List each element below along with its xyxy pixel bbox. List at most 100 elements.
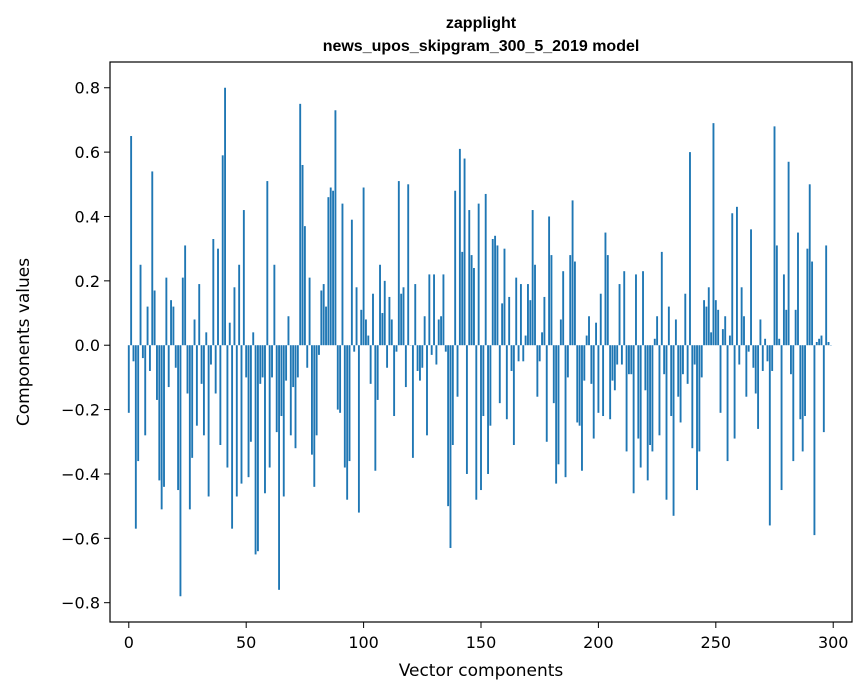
bar-53 xyxy=(252,332,255,346)
bar-282 xyxy=(790,345,792,375)
bar-28 xyxy=(193,319,196,346)
bar-223 xyxy=(651,345,654,452)
bar-283 xyxy=(792,345,795,462)
bar-114 xyxy=(395,345,398,352)
bar-238 xyxy=(686,345,689,384)
bar-258 xyxy=(733,345,736,439)
bar-205 xyxy=(609,345,612,420)
bar-235 xyxy=(679,345,682,423)
bar-251 xyxy=(717,309,720,346)
bar-67 xyxy=(285,345,288,381)
bar-292 xyxy=(813,345,816,536)
bar-197 xyxy=(590,345,593,384)
bar-156 xyxy=(494,235,497,346)
bar-94 xyxy=(348,345,351,462)
bar-186 xyxy=(564,345,567,478)
bar-289 xyxy=(806,248,809,346)
bar-109 xyxy=(383,280,386,346)
bar-15 xyxy=(163,345,165,487)
bar-57 xyxy=(261,345,264,378)
bar-239 xyxy=(689,152,691,346)
bar-182 xyxy=(555,345,558,484)
bar-170 xyxy=(527,284,529,346)
bar-85 xyxy=(327,197,330,346)
bar-183 xyxy=(557,345,560,465)
bar-277 xyxy=(778,338,781,346)
bar-172 xyxy=(531,210,534,346)
bar-275 xyxy=(773,126,776,346)
bar-227 xyxy=(660,251,663,346)
x-tick-label: 150 xyxy=(466,633,497,652)
bar-158 xyxy=(498,345,501,404)
bar-44 xyxy=(231,345,234,529)
bar-110 xyxy=(386,345,389,368)
bar-10 xyxy=(151,171,154,346)
bar-36 xyxy=(212,239,215,346)
bar-46 xyxy=(235,345,238,497)
y-tick-label: 0.4 xyxy=(75,207,100,226)
bar-51 xyxy=(247,345,250,478)
bar-226 xyxy=(658,345,661,436)
bar-52 xyxy=(249,345,252,442)
bar-255 xyxy=(726,345,729,462)
bar-127 xyxy=(426,345,428,436)
bar-198 xyxy=(592,345,595,439)
bar-66 xyxy=(282,345,285,497)
bar-50 xyxy=(245,345,248,378)
bar-167 xyxy=(519,284,522,346)
bar-293 xyxy=(815,342,818,346)
bar-152 xyxy=(484,193,487,346)
bar-98 xyxy=(357,345,360,513)
bar-154 xyxy=(489,345,492,426)
bar-135 xyxy=(444,345,447,352)
chart-title: zapplight xyxy=(446,15,517,32)
bar-12 xyxy=(156,345,158,400)
y-tick-label: 0.6 xyxy=(75,143,100,162)
bar-141 xyxy=(458,148,461,346)
bar-124 xyxy=(419,345,421,381)
bar-173 xyxy=(534,264,536,346)
bar-284 xyxy=(794,309,797,346)
bar-149 xyxy=(477,203,480,346)
bar-75 xyxy=(303,226,306,346)
bar-60 xyxy=(268,345,271,468)
bar-287 xyxy=(801,345,804,452)
bar-55 xyxy=(256,345,259,552)
bar-207 xyxy=(613,345,616,391)
bar-280 xyxy=(785,309,788,346)
bar-136 xyxy=(447,345,450,507)
bar-218 xyxy=(639,345,642,468)
bar-35 xyxy=(210,345,212,365)
bar-254 xyxy=(724,316,727,346)
bar-130 xyxy=(433,274,435,346)
bar-103 xyxy=(369,345,372,384)
bar-184 xyxy=(559,319,562,346)
bar-131 xyxy=(435,345,438,365)
bar-192 xyxy=(578,345,581,426)
x-tick-label: 250 xyxy=(701,633,732,652)
bar-71 xyxy=(294,345,297,449)
bar-216 xyxy=(635,274,637,346)
bar-80 xyxy=(315,345,318,436)
bar-16 xyxy=(165,277,168,346)
bar-285 xyxy=(797,232,799,346)
bar-276 xyxy=(775,245,778,346)
bar-161 xyxy=(505,345,508,420)
bar-252 xyxy=(719,345,722,413)
bar-210 xyxy=(620,345,623,365)
bar-203 xyxy=(604,232,607,346)
bar-202 xyxy=(602,345,605,417)
bar-17 xyxy=(167,345,170,388)
bar-9 xyxy=(148,345,151,371)
bar-123 xyxy=(416,345,419,371)
bar-228 xyxy=(663,345,666,375)
bar-261 xyxy=(740,287,743,346)
bar-102 xyxy=(367,335,370,346)
bar-286 xyxy=(799,345,802,420)
bar-107 xyxy=(379,264,381,346)
x-axis: 0 50 100 150 200 250 300 xyxy=(124,622,848,652)
bar-129 xyxy=(430,345,433,355)
bar-222 xyxy=(649,345,651,445)
bar-140 xyxy=(456,345,459,397)
bar-179 xyxy=(548,216,551,346)
